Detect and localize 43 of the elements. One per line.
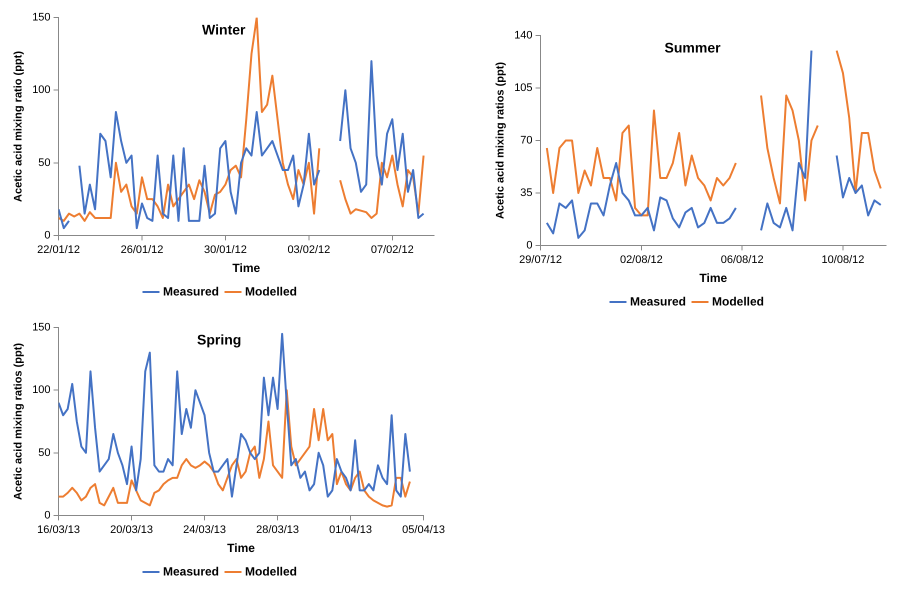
- legend-label: Modelled: [245, 564, 298, 578]
- x-tick-label: 02/08/12: [620, 254, 663, 266]
- legend-label: Measured: [162, 284, 220, 298]
- y-tick-label: 70: [520, 134, 533, 147]
- x-tick-label: 03/02/12: [287, 244, 330, 256]
- x-tick-label: 30/01/12: [204, 244, 247, 256]
- y-tick-label: 35: [520, 186, 533, 199]
- x-tick-label: 26/01/12: [120, 244, 164, 256]
- chart-title: Summer: [664, 39, 722, 56]
- y-tick-label: 0: [44, 509, 51, 522]
- y-axis-title: Acetic acid mixing ratio (ppt): [12, 50, 25, 202]
- x-tick-label: 07/02/12: [370, 244, 414, 256]
- x-tick-label: 24/03/13: [183, 524, 226, 536]
- x-tick-label: 16/03/13: [37, 524, 80, 536]
- y-tick-label: 100: [32, 84, 51, 96]
- x-tick-label: 28/03/13: [256, 524, 299, 536]
- x-tick-label: 06/08/12: [720, 254, 764, 266]
- x-tick-label: 22/01/12: [37, 244, 80, 256]
- y-axis-title: Acetic acid mixing ratios (ppt): [494, 62, 507, 220]
- x-tick-label: 05/04/13: [402, 524, 446, 536]
- legend-label: Measured: [162, 564, 220, 578]
- y-tick-label: 0: [44, 229, 51, 242]
- x-tick-label: 10/08/12: [822, 254, 864, 266]
- x-axis-title: Time: [227, 541, 256, 556]
- x-axis-title: Time: [699, 271, 728, 286]
- x-axis-title: Time: [232, 261, 260, 276]
- x-tick-label: 29/07/12: [519, 254, 562, 266]
- legend-label: Modelled: [712, 294, 764, 308]
- legend-label: Measured: [630, 294, 686, 308]
- chart-title: Spring: [197, 331, 242, 348]
- y-tick-label: 150: [32, 322, 51, 334]
- chart-title: Winter: [202, 21, 246, 38]
- legend-label: Modelled: [245, 284, 298, 298]
- y-tick-label: 50: [38, 156, 51, 169]
- y-tick-label: 105: [514, 82, 533, 94]
- y-tick-label: 140: [514, 30, 533, 42]
- y-tick-label: 0: [526, 239, 533, 252]
- x-tick-label: 01/04/13: [329, 524, 372, 536]
- y-tick-label: 50: [38, 446, 51, 459]
- x-tick-label: 20/03/13: [110, 524, 153, 536]
- y-tick-label: 100: [32, 384, 51, 396]
- y-axis-title: Acetic acid mixing ratios (ppt): [12, 342, 25, 500]
- y-tick-label: 150: [32, 12, 51, 24]
